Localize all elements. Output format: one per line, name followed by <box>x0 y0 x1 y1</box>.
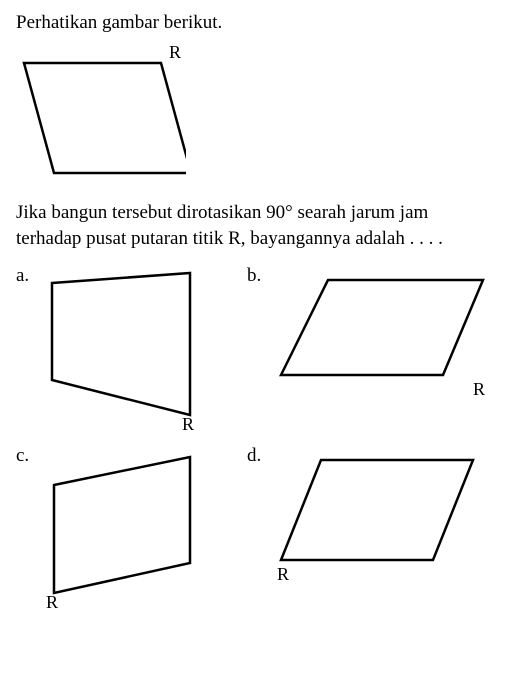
option-d-figure: R <box>273 445 493 590</box>
option-a-label-r: R <box>182 414 194 434</box>
option-c-label: c. <box>16 445 36 467</box>
option-d-label-r: R <box>277 564 289 584</box>
option-a-shape <box>52 273 190 415</box>
option-b-label: b. <box>247 265 267 287</box>
option-c-figure: R <box>42 445 231 615</box>
option-b: b. R <box>247 265 493 435</box>
main-parallelogram: R <box>16 38 186 188</box>
option-d: d. R <box>247 445 493 615</box>
main-figure: R <box>16 38 493 188</box>
option-a-figure: R <box>42 265 231 435</box>
question-body: Jika bangun tersebut dirotasikan 90° sea… <box>16 200 493 251</box>
option-a: a. R <box>16 265 231 435</box>
option-a-label: a. <box>16 265 36 287</box>
option-d-shape <box>281 460 473 560</box>
option-b-shape <box>281 280 483 375</box>
options-grid: a. R b. R c. R d. <box>16 265 493 615</box>
main-figure-label-r: R <box>169 42 181 62</box>
question-intro: Perhatikan gambar berikut. <box>16 12 493 34</box>
option-b-label-r: R <box>473 379 485 399</box>
option-c-shape <box>54 457 190 593</box>
option-d-label: d. <box>247 445 267 467</box>
option-c: c. R <box>16 445 231 615</box>
option-b-figure: R <box>273 265 493 405</box>
main-parallelogram-shape <box>24 63 186 173</box>
option-c-label-r: R <box>46 592 58 612</box>
